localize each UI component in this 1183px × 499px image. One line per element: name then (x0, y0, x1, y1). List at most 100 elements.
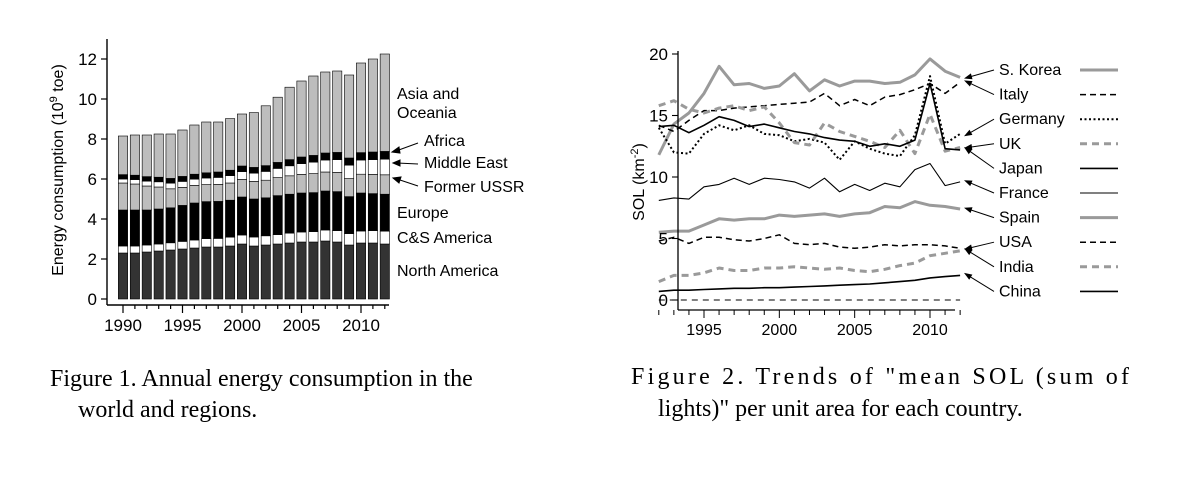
bar-segment-africa-2003 (272, 162, 283, 169)
fig1-label-arrows (390, 142, 419, 187)
bar-segment-north-america-2007 (320, 240, 331, 300)
legend-arrow-france (967, 181, 995, 194)
bar-segment-africa-2004 (284, 159, 295, 167)
x-tick-label-2005: 2005 (283, 316, 321, 335)
bar-segment-north-america-2011 (367, 242, 378, 300)
bar-segment-middle-east-1994 (165, 182, 176, 190)
figure2-legend: S. Korea Italy Germany UK Japan France Spain US… (964, 62, 1118, 300)
bar-segment-asia-and-oceania-2000 (237, 113, 247, 167)
fig1-label-former-ussr: Former USSR (424, 179, 524, 196)
bar-segment-c-s-america-2001 (248, 236, 259, 247)
bar-segment-former-ussr-2009 (344, 178, 355, 197)
bar-segment-africa-1996 (189, 173, 200, 180)
bar-segment-former-ussr-1997 (201, 184, 212, 202)
bar-segment-north-america-1996 (189, 247, 200, 300)
figure2-line-chart: 0 5 10 15 20 1995 2000 2005 2010 SOL (km-2) (629, 45, 961, 339)
legend-arrowhead-france (964, 180, 973, 187)
bar-segment-europe-2005 (296, 192, 307, 233)
legend-label-japan: Japan (999, 160, 1043, 177)
series-line-india (658, 249, 961, 283)
bar-segment-former-ussr-1999 (225, 182, 236, 201)
series-line-italy (658, 81, 961, 133)
bar-segment-asia-and-oceania-2004 (284, 86, 295, 160)
y-tick-label-15: 15 (649, 107, 668, 126)
bar-segment-africa-2001 (248, 167, 259, 174)
bar-segment-former-ussr-2008 (332, 172, 343, 192)
bar-segment-europe-1999 (225, 199, 236, 238)
bar-segment-europe-1996 (189, 202, 200, 241)
bar-segment-middle-east-2003 (272, 168, 283, 178)
bar-segment-c-s-america-1993 (153, 243, 164, 252)
figure1-stacked-bar-chart: 0 2 4 6 8 10 12 1990 1995 2000 2005 2010 Energy cons… (48, 39, 390, 335)
arrow-former-ussr (396, 178, 419, 187)
bar-segment-asia-and-oceania-1991 (129, 134, 140, 176)
bar-segment-africa-1992 (141, 176, 152, 182)
fig1-label-asia-line1: Asia and (397, 86, 459, 103)
x-tick-label-1995: 1995 (686, 322, 722, 339)
legend-arrow-usa (967, 241, 995, 249)
bar-segment-asia-and-oceania-2001 (248, 112, 259, 168)
series-line-uk (658, 99, 961, 156)
bar-segment-asia-and-oceania-2002 (260, 105, 271, 166)
bar-segment-north-america-2002 (260, 244, 271, 300)
bar-segment-europe-1993 (153, 208, 164, 245)
bar-segment-europe-2000 (237, 196, 247, 236)
bar-segment-europe-2010 (356, 192, 366, 232)
bar-segment-europe-2009 (344, 196, 355, 234)
legend-arrowhead-japan (964, 147, 973, 155)
bar-segment-africa-2005 (296, 156, 307, 164)
bar-segment-asia-and-oceania-1997 (201, 121, 212, 174)
bar-segment-former-ussr-2012 (379, 174, 390, 195)
legend-arrow-germany (967, 118, 995, 135)
bar-segment-middle-east-2006 (308, 161, 319, 174)
bar-segment-north-america-2001 (248, 245, 259, 300)
legend-arrowhead-italy (964, 80, 973, 87)
legend-label-france: France (999, 185, 1049, 202)
bar-segment-former-ussr-2002 (260, 179, 271, 199)
bar-segment-europe-2007 (320, 190, 331, 231)
bar-segment-asia-and-oceania-1995 (177, 129, 188, 177)
bar-segment-middle-east-2010 (356, 159, 366, 175)
bar-segment-africa-1991 (129, 174, 140, 180)
x-tick-label-1995: 1995 (164, 316, 202, 335)
bar-segment-europe-1991 (129, 209, 140, 247)
bar-segment-middle-east-2002 (260, 171, 271, 181)
bar-segment-africa-1993 (153, 176, 164, 183)
bar-segment-c-s-america-2012 (379, 230, 390, 245)
bar-segment-former-ussr-1994 (165, 188, 176, 209)
legend-arrow-uk (967, 143, 995, 148)
bar-segment-middle-east-2000 (237, 171, 247, 180)
x-tick-label-1990: 1990 (104, 316, 142, 335)
bar-segment-north-america-2004 (284, 242, 295, 300)
bar-segment-europe-2001 (248, 198, 259, 238)
bar-segment-north-america-2009 (344, 244, 355, 300)
bar-segment-africa-2012 (379, 151, 390, 160)
bar-segment-europe-1995 (177, 205, 188, 242)
fig1-label-cs-america: C&S America (397, 230, 492, 247)
bar-segment-asia-and-oceania-1992 (141, 134, 152, 177)
bar-segment-c-s-america-2003 (272, 234, 283, 245)
y-tick-label-12: 12 (78, 50, 97, 69)
bar-segment-middle-east-2009 (344, 164, 355, 179)
bar-segment-c-s-america-1995 (177, 241, 188, 250)
bar-segment-africa-2007 (320, 152, 331, 161)
bar-segment-europe-2004 (284, 193, 295, 234)
bar-segment-c-s-america-2008 (332, 230, 343, 243)
bar-segment-africa-2008 (332, 152, 343, 160)
bar-segment-north-america-2003 (272, 243, 283, 300)
y-tick-label-6: 6 (88, 170, 97, 189)
bar-segment-europe-2012 (379, 193, 390, 232)
bar-segment-africa-1999 (225, 169, 236, 176)
bar-segment-north-america-1998 (213, 246, 224, 300)
bar-segment-north-america-2006 (308, 241, 319, 300)
legend-arrowhead-india (964, 248, 973, 256)
y-tick-label-5: 5 (659, 230, 668, 249)
bar-segment-c-s-america-2004 (284, 232, 295, 244)
arrowhead-africa (390, 146, 401, 154)
x-tick-label-2010: 2010 (912, 322, 948, 339)
arrowhead-former-ussr (391, 176, 402, 184)
bar-segment-c-s-america-1996 (189, 239, 200, 249)
bar-segment-asia-and-oceania-1993 (153, 133, 164, 178)
bar-segment-north-america-1995 (177, 248, 188, 300)
bar-segment-africa-1995 (177, 176, 188, 182)
